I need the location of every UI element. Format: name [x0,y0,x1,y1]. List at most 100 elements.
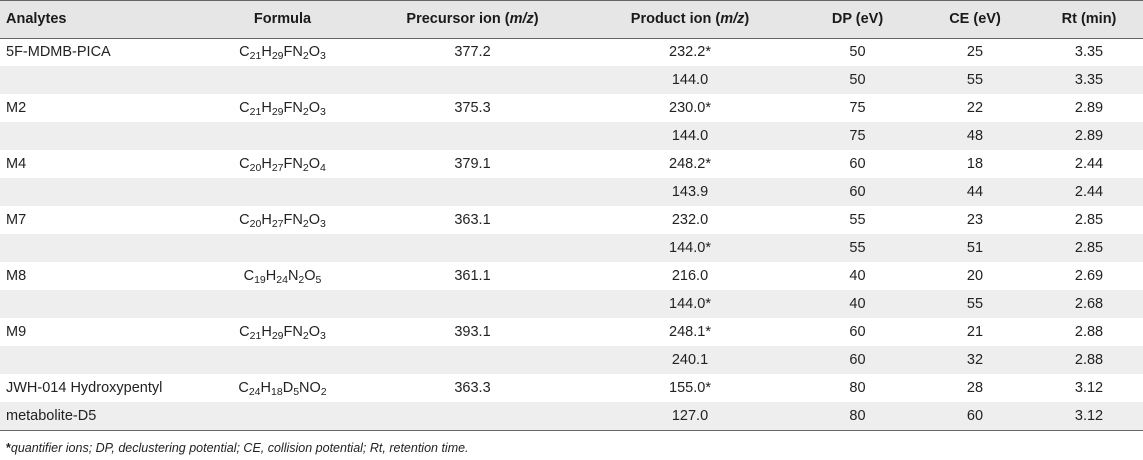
table-row: 144.0* 55 51 2.85 [0,234,1143,262]
cell-precursor [365,346,580,374]
analytes-table: Analytes Formula Precursor ion (m/z) Pro… [0,0,1143,430]
cell-product: 144.0 [671,72,709,88]
cell-precursor [365,402,580,430]
cell-precursor: 379.1 [454,156,491,172]
cell-rt: 2.89 [1074,100,1104,116]
cell-formula [200,122,365,150]
cell-analyte: M8 [6,268,27,284]
bottom-rule [0,430,1143,431]
cell-formula: C24H18D5NO2 [238,380,327,398]
header-rt: Rt (min) [1061,11,1117,27]
table-row: metabolite-D5 127.0 80 60 3.12 [0,402,1143,430]
table-row: M2 C21H29FN2O3 375.3 230.0* 75 22 2.89 [0,94,1143,122]
cell-ce: 23 [966,212,984,228]
cell-ce: 32 [966,352,984,368]
cell-product: 240.1 [671,352,709,368]
cell-formula: C20H27FN2O3 [239,212,326,230]
cell-dp: 60 [849,156,866,172]
header-dp: DP (eV) [831,11,884,27]
cell-rt: 2.88 [1074,352,1104,368]
cell-analyte [0,122,200,150]
cell-product: 216.0 [671,268,709,284]
cell-dp: 80 [849,408,866,424]
cell-precursor: 375.3 [454,100,491,116]
cell-ce: 60 [966,408,984,424]
cell-analyte [0,178,200,206]
table-row: 144.0 50 55 3.35 [0,66,1143,94]
cell-precursor [365,122,580,150]
header-product: Product ion (m/z) [630,11,750,27]
cell-precursor: 363.1 [454,212,491,228]
cell-ce: 44 [966,184,984,200]
table-row: M7 C20H27FN2O3 363.1 232.0 55 23 2.85 [0,206,1143,234]
cell-rt: 2.89 [1074,128,1104,144]
cell-ce: 20 [966,268,984,284]
cell-formula [200,234,365,262]
cell-analyte: metabolite-D5 [6,408,97,424]
table-row: M8 C19H24N2O5 361.1 216.0 40 20 2.69 [0,262,1143,290]
top-rule [0,0,1143,1]
cell-product: 143.9 [671,184,709,200]
cell-rt: 2.68 [1074,296,1104,312]
cell-analyte: M9 [6,324,27,340]
cell-analyte: M7 [6,212,27,228]
cell-analyte: M4 [6,156,27,172]
cell-ce: 51 [966,240,984,256]
cell-precursor [365,178,580,206]
cell-analyte [0,346,200,374]
cell-ce: 21 [966,324,984,340]
header-precursor: Precursor ion (m/z) [406,11,539,27]
cell-rt: 2.85 [1074,212,1104,228]
cell-formula [200,402,365,430]
cell-dp: 40 [849,268,866,284]
header-ce: CE (eV) [949,11,1001,27]
cell-dp: 50 [849,44,866,60]
cell-dp: 75 [849,128,866,144]
cell-dp: 60 [849,352,866,368]
cell-formula: C21H29FN2O3 [239,324,326,342]
cell-formula [200,178,365,206]
cell-product: 248.1* [669,324,711,340]
cell-dp: 60 [849,324,866,340]
cell-rt: 3.12 [1074,408,1104,424]
cell-product: 232.0 [671,212,709,228]
cell-rt: 3.12 [1074,380,1104,396]
cell-rt: 2.69 [1074,268,1104,284]
table-row: M4 C20H27FN2O4 379.1 248.2* 60 18 2.44 [0,150,1143,178]
cell-ce: 55 [966,72,984,88]
cell-rt: 2.88 [1074,324,1104,340]
cell-precursor: 377.2 [454,44,491,60]
cell-product: 144.0* [669,240,711,256]
table-row: 144.0* 40 55 2.68 [0,290,1143,318]
header-rule [0,38,1143,39]
table-footnote: *quantifier ions; DP, declustering poten… [6,441,469,455]
cell-rt: 3.35 [1074,44,1104,60]
cell-precursor [365,234,580,262]
cell-ce: 18 [966,156,984,172]
cell-formula [200,290,365,318]
cell-dp: 50 [849,72,866,88]
cell-precursor: 363.3 [454,380,491,396]
cell-ce: 25 [966,44,984,60]
cell-product: 127.0 [671,408,709,424]
header-row: Analytes Formula Precursor ion (m/z) Pro… [0,0,1143,38]
cell-ce: 22 [966,100,984,116]
cell-rt: 2.44 [1074,184,1104,200]
cell-product: 230.0* [669,100,711,116]
cell-ce: 28 [966,380,984,396]
header-analytes: Analytes [6,11,67,27]
cell-ce: 48 [966,128,984,144]
cell-dp: 60 [849,184,866,200]
cell-analyte [0,66,200,94]
cell-precursor: 393.1 [454,324,491,340]
cell-analyte: JWH-014 Hydroxypentyl [6,380,163,396]
header-formula: Formula [253,11,312,27]
cell-analyte: M2 [6,100,27,116]
cell-formula [200,66,365,94]
table-row: M9 C21H29FN2O3 393.1 248.1* 60 21 2.88 [0,318,1143,346]
cell-formula [200,346,365,374]
table-row: 144.0 75 48 2.89 [0,122,1143,150]
cell-product: 155.0* [669,380,711,396]
cell-product: 144.0* [669,296,711,312]
